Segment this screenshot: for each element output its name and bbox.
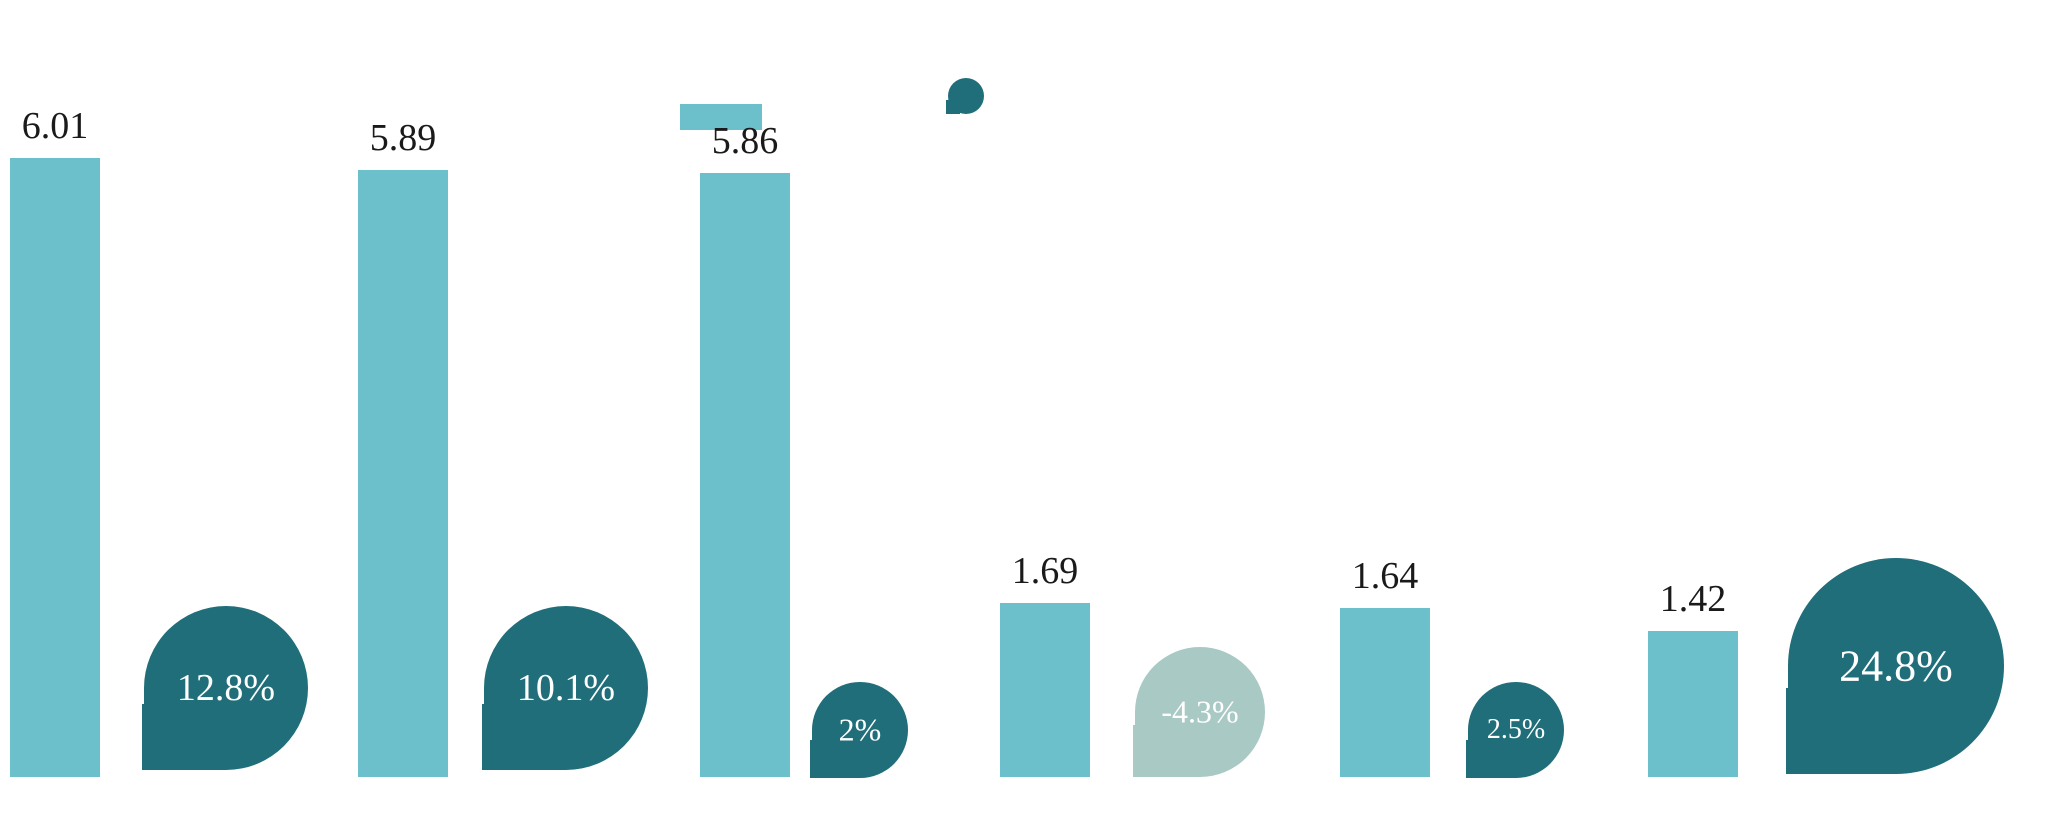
bubble-tail-icon [142, 704, 208, 770]
bubble-tail-icon [946, 100, 960, 114]
percent-bubble: 24.8% [1788, 558, 2004, 774]
bar-value-label: 5.89 [370, 116, 437, 160]
percent-bubble: 10.1% [484, 606, 648, 770]
percent-bubble: 12.8% [144, 606, 308, 770]
percent-label: 2.5% [1487, 714, 1545, 746]
percent-bubble: -4.3% [1135, 647, 1265, 777]
bar [358, 170, 448, 777]
bar-value-label: 6.01 [22, 104, 89, 148]
percent-label: 12.8% [177, 666, 275, 710]
bubble-tail-icon [1786, 688, 1872, 774]
bar [10, 158, 100, 777]
bar [1000, 603, 1090, 777]
percent-bubble: 2.5% [1468, 682, 1564, 778]
bubble-tail-icon [1133, 725, 1185, 777]
percent-label: 10.1% [517, 666, 615, 710]
bubble-tail-icon [482, 704, 548, 770]
bar [1648, 631, 1738, 777]
percent-bubble: 2% [812, 682, 908, 778]
bar [1340, 608, 1430, 777]
percent-label: 24.8% [1839, 641, 1953, 692]
bar-value-label: 1.69 [1012, 549, 1079, 593]
bar-value-label: 5.86 [712, 119, 779, 163]
percent-label: 2% [839, 712, 882, 749]
bar-chart: 6.01 12.8% 5.89 10.1% 5.86 2% 1.69 -4.3%… [0, 0, 2048, 817]
bar [700, 173, 790, 777]
bar-value-label: 1.64 [1352, 554, 1419, 598]
bar-value-label: 1.42 [1660, 577, 1727, 621]
legend-bubble-swatch [948, 78, 984, 114]
percent-label: -4.3% [1161, 694, 1238, 731]
